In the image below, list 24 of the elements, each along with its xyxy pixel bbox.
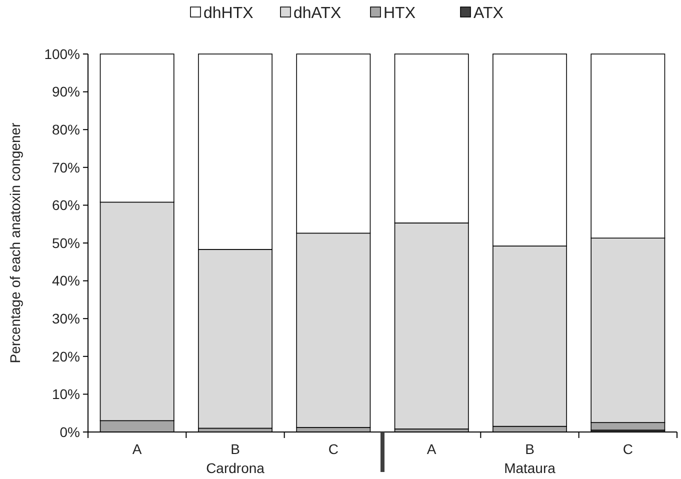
y-axis-title: Percentage of each anatoxin congener <box>7 122 23 364</box>
legend-label: HTX <box>384 5 416 22</box>
x-tick-label: B <box>525 441 534 457</box>
text: Cardrona <box>206 460 265 476</box>
text: Mataura <box>504 460 556 476</box>
x-tick-label: A <box>132 441 142 457</box>
x-tick-label: B <box>230 441 240 457</box>
y-tick-label: 40% <box>52 272 80 289</box>
y-tick-label: 60% <box>52 197 80 214</box>
y-tick-label: 70% <box>52 159 80 176</box>
y-tick-label: 30% <box>52 310 80 326</box>
x-tick-label: C <box>328 441 338 457</box>
y-tick-label: 50% <box>52 234 80 251</box>
legend-label: ATX <box>474 5 504 22</box>
x-tick-label: A <box>426 441 437 457</box>
y-tick-label: 20% <box>52 348 80 364</box>
legend-label: dhHTX <box>204 5 254 22</box>
x-tick-label: C <box>622 441 633 457</box>
legend-label: dhATX <box>294 5 342 22</box>
y-tick-label: 90% <box>52 84 80 100</box>
y-tick-label: 10% <box>52 386 80 402</box>
y-tick-label: 0% <box>60 424 80 440</box>
y-tick-label: 80% <box>52 122 80 138</box>
y-tick-label: 100% <box>44 46 80 62</box>
